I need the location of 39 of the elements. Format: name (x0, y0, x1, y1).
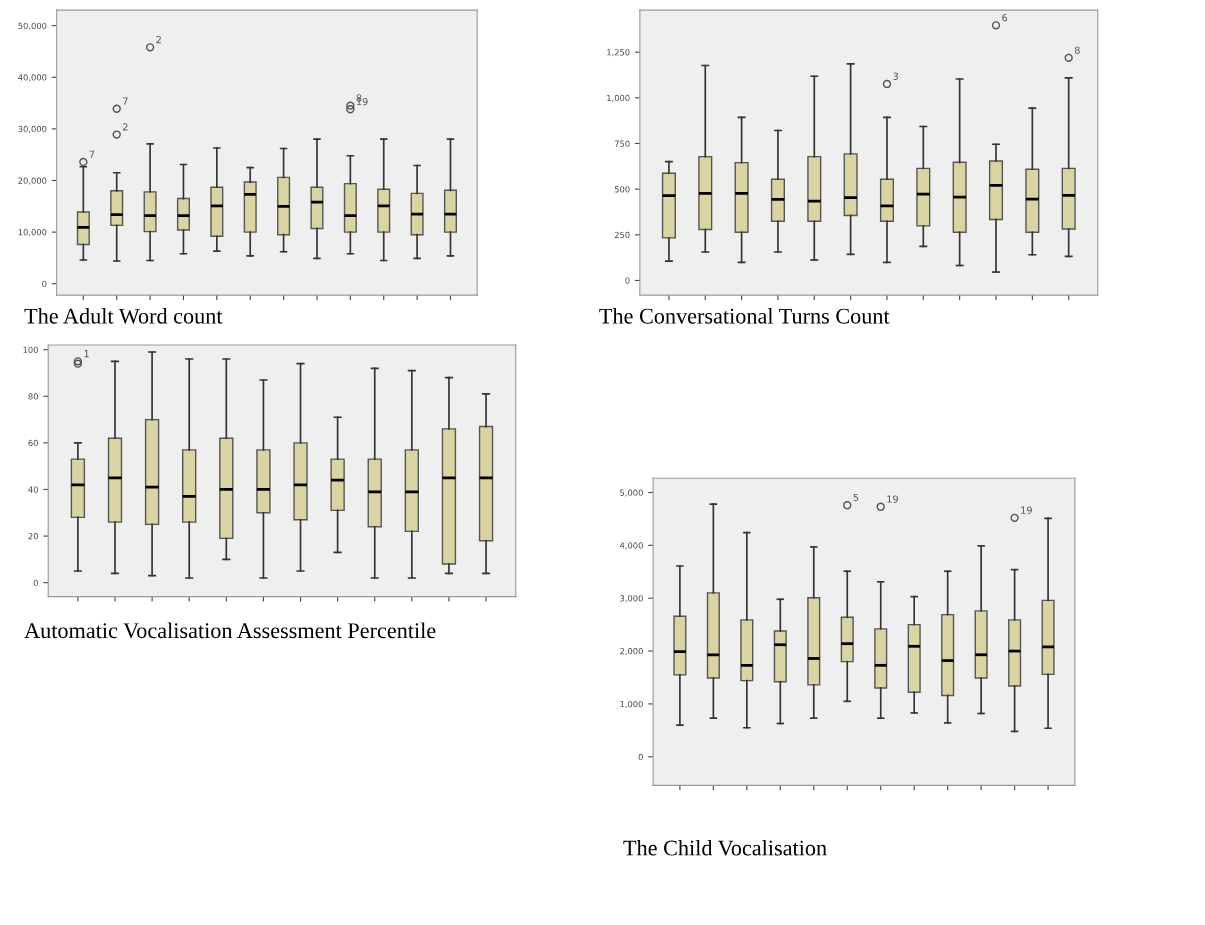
y-tick-label: 1,000 (607, 94, 630, 102)
y-tick-label: 100 (23, 346, 38, 353)
y-tick-label: 60 (28, 439, 38, 447)
text: The Conversational Turns Count (599, 308, 890, 324)
text: Automatic Vocalisation Assessment Percentile (24, 622, 436, 639)
y-tick-label: 80 (28, 393, 38, 400)
annotation: 19 (1021, 506, 1032, 514)
annotation: 6 (1002, 13, 1008, 22)
annotation: 1 (84, 350, 89, 358)
y-tick-label: 0 (42, 280, 47, 287)
y-tick-label: 40 (28, 486, 38, 493)
annotation: 2 (122, 123, 128, 131)
annotation: 8 (1074, 46, 1080, 54)
y-tick-label: 0 (33, 579, 38, 586)
annotation: 2 (156, 35, 161, 44)
annotation: 5 (853, 493, 859, 502)
annotation: 3 (893, 72, 898, 80)
y-tick-label: 1,000 (620, 700, 643, 709)
y-tick-label: 10,000 (18, 229, 47, 237)
y-tick-label: 30,000 (18, 125, 47, 134)
y-tick-label: 3,000 (620, 595, 643, 603)
y-tick-label: 2,000 (620, 648, 643, 656)
y-tick-label: 0 (638, 753, 643, 761)
y-tick-label: 4,000 (619, 542, 643, 550)
y-tick-label: 20 (28, 533, 38, 540)
y-tick-label: 5,000 (620, 489, 643, 497)
y-tick-label: 0 (625, 277, 630, 284)
y-tick-label: 1,250 (607, 49, 630, 57)
text: The Child Vocalisation (623, 839, 827, 856)
y-tick-label: 500 (614, 186, 630, 193)
y-tick-label: 40,000 (18, 74, 47, 82)
annotation: 7 (89, 150, 95, 158)
y-tick-label: 20,000 (18, 177, 47, 185)
annotation: 7 (123, 97, 128, 105)
text: The Adult Word count (24, 308, 223, 324)
y-tick-label: 750 (614, 140, 630, 147)
annotation: 19 (887, 495, 898, 503)
y-tick-label: 250 (614, 231, 630, 239)
y-tick-label: 50,000 (18, 22, 47, 30)
